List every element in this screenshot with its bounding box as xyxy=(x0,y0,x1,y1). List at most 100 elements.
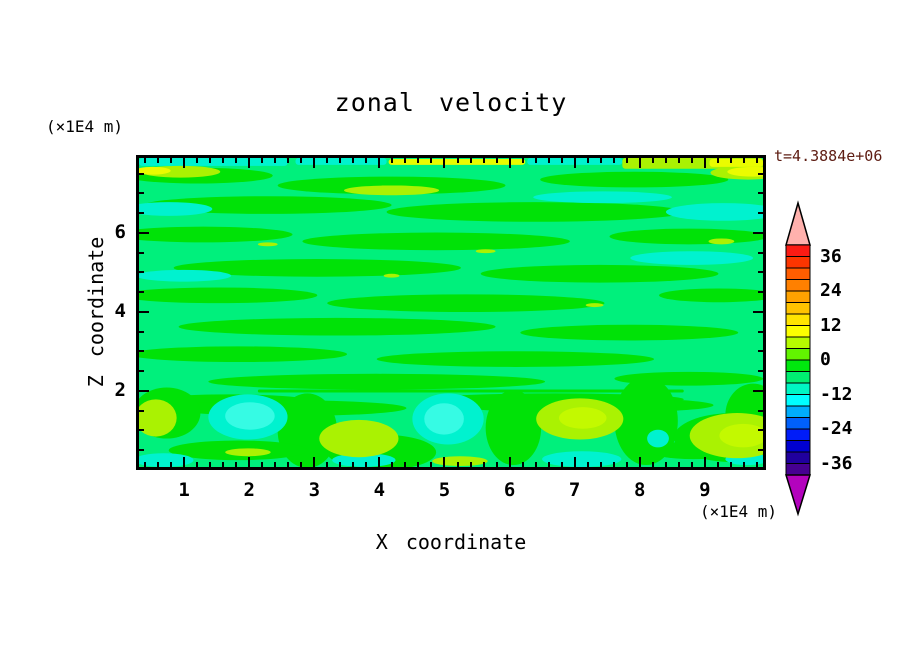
x-minor-tick xyxy=(547,158,550,163)
x-minor-tick xyxy=(417,158,420,163)
x-major-tick xyxy=(638,457,641,467)
x-tick-label: 7 xyxy=(568,479,581,501)
colorbar-segment xyxy=(785,279,811,292)
colorbar-segment xyxy=(785,325,811,338)
x-tick-label: 5 xyxy=(438,479,451,501)
x-major-tick xyxy=(508,457,511,467)
y-minor-tick xyxy=(139,251,144,254)
y-tick-label: 2 xyxy=(114,378,126,401)
cyan-cores xyxy=(225,402,464,435)
x-minor-tick xyxy=(677,158,680,163)
x-minor-tick xyxy=(716,462,719,467)
x-axis-title: X coordinate xyxy=(375,530,527,554)
bright-chartreuse-centers xyxy=(558,407,763,448)
x-minor-tick xyxy=(625,158,628,163)
colorbar-segment xyxy=(785,394,811,407)
colorbar-segment xyxy=(785,451,811,464)
y-minor-tick xyxy=(758,251,763,254)
x-minor-tick xyxy=(521,462,524,467)
y-minor-tick xyxy=(139,429,144,432)
page-title: zonal velocity xyxy=(334,88,568,117)
x-minor-tick xyxy=(170,462,173,467)
x-minor-tick xyxy=(625,462,628,467)
colorbar-tick-label: 36 xyxy=(820,245,842,267)
x-major-tick xyxy=(183,457,186,467)
x-minor-tick xyxy=(430,462,433,467)
colorbar-tick-label: 12 xyxy=(820,314,842,336)
colorbar-segment xyxy=(785,302,811,315)
x-axis-units-label: (×1E4 m) xyxy=(699,502,777,521)
y-axis-units-label: (×1E4 m) xyxy=(46,117,124,136)
colorbar-segment xyxy=(785,256,811,269)
x-major-tick xyxy=(443,457,446,467)
x-minor-tick xyxy=(300,158,303,163)
x-minor-tick xyxy=(222,158,225,163)
x-minor-tick xyxy=(690,158,693,163)
x-minor-tick xyxy=(482,158,485,163)
x-minor-tick xyxy=(742,462,745,467)
x-minor-tick xyxy=(157,158,160,163)
x-minor-tick xyxy=(482,462,485,467)
x-minor-tick xyxy=(365,158,368,163)
colorbar-segment xyxy=(785,463,811,476)
x-minor-tick xyxy=(755,158,758,163)
x-minor-tick xyxy=(729,158,732,163)
x-minor-tick xyxy=(677,462,680,467)
x-major-tick xyxy=(248,457,251,467)
x-major-tick xyxy=(378,457,381,467)
colorbar-segment xyxy=(785,405,811,418)
y-minor-tick xyxy=(758,291,763,294)
y-minor-tick xyxy=(758,271,763,274)
time-stamp-label: t=4.3884e+06 xyxy=(774,147,883,165)
x-major-tick xyxy=(183,158,186,168)
colorbar xyxy=(784,200,812,517)
colorbar-tick-label: -36 xyxy=(820,452,853,474)
y-minor-tick xyxy=(139,271,144,274)
x-minor-tick xyxy=(365,462,368,467)
x-minor-tick xyxy=(235,158,238,163)
colorbar-segment xyxy=(785,348,811,361)
x-minor-tick xyxy=(274,158,277,163)
x-minor-tick xyxy=(339,158,342,163)
x-tick-label: 1 xyxy=(178,479,190,501)
x-minor-tick xyxy=(456,158,459,163)
x-minor-tick xyxy=(144,462,147,467)
y-minor-tick xyxy=(758,429,763,432)
x-minor-tick xyxy=(690,462,693,467)
x-minor-tick xyxy=(612,462,615,467)
y-minor-tick xyxy=(758,212,763,215)
y-major-tick xyxy=(139,389,149,392)
x-major-tick xyxy=(573,158,576,168)
x-major-tick xyxy=(248,158,251,168)
y-minor-tick xyxy=(139,192,144,195)
x-minor-tick xyxy=(352,158,355,163)
x-minor-tick xyxy=(326,158,329,163)
x-minor-tick xyxy=(456,462,459,467)
y-tick-label: 4 xyxy=(114,299,126,322)
x-minor-tick xyxy=(235,462,238,467)
x-minor-tick xyxy=(274,462,277,467)
x-minor-tick xyxy=(287,462,290,467)
x-minor-tick xyxy=(352,462,355,467)
x-minor-tick xyxy=(495,158,498,163)
colorbar-segment xyxy=(785,371,811,384)
colorbar-tick-label: -12 xyxy=(820,383,853,405)
x-tick-label: 9 xyxy=(699,479,711,501)
x-minor-tick xyxy=(651,158,654,163)
x-minor-tick xyxy=(586,462,589,467)
x-minor-tick xyxy=(144,158,147,163)
y-minor-tick xyxy=(139,291,144,294)
x-minor-tick xyxy=(495,462,498,467)
colorbar-segment xyxy=(785,359,811,372)
x-minor-tick xyxy=(261,462,264,467)
colorbar-tick-label: 24 xyxy=(820,280,842,301)
x-minor-tick xyxy=(391,158,394,163)
y-minor-tick xyxy=(758,330,763,333)
colorbar-tick-label: -24 xyxy=(820,418,853,439)
y-minor-tick xyxy=(758,449,763,452)
x-minor-tick xyxy=(300,462,303,467)
y-minor-tick xyxy=(758,192,763,195)
y-major-tick xyxy=(753,310,763,313)
x-minor-tick xyxy=(521,158,524,163)
x-minor-tick xyxy=(534,158,537,163)
